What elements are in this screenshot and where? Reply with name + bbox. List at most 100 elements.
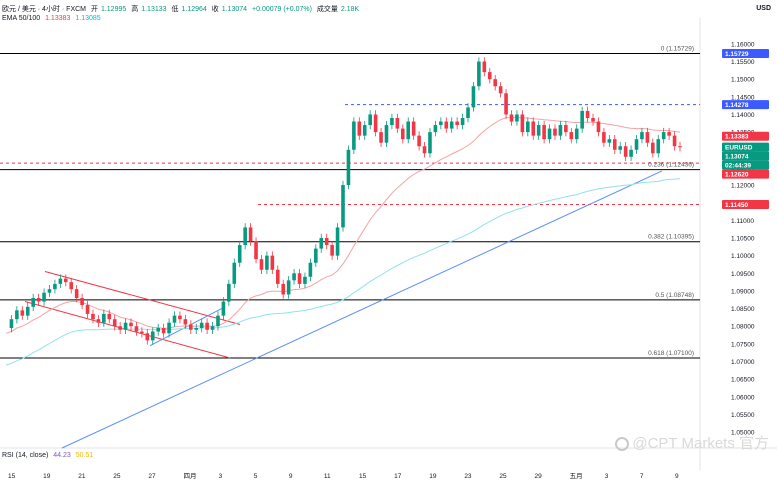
channel-lower-line: [24, 301, 231, 359]
close-label: 收: [211, 6, 219, 13]
candle-body: [25, 306, 30, 316]
close-value: 1.13074: [221, 6, 248, 13]
candle-body: [63, 278, 68, 283]
open-value: 1.12995: [100, 6, 127, 13]
candle-body: [362, 125, 367, 136]
price-tag: [722, 199, 769, 209]
price-tag: [722, 48, 769, 58]
candle-body: [216, 315, 220, 327]
candle-body: [542, 125, 546, 140]
candle-body: [509, 114, 514, 122]
candle-body: [36, 298, 41, 302]
candle-body: [390, 118, 394, 126]
candle-body: [341, 185, 345, 228]
candle-body: [536, 125, 541, 136]
x-tick-label: 25: [499, 473, 507, 480]
price-tag-label: EURUSD: [725, 145, 753, 152]
candle-body: [58, 278, 63, 284]
y-tick-label: 1.09500: [731, 271, 755, 278]
candle-body: [227, 283, 231, 302]
candle-body: [107, 313, 112, 320]
candle-body: [85, 305, 90, 314]
candle-body: [102, 313, 106, 323]
candle-body: [265, 255, 269, 270]
candle-body: [319, 238, 324, 249]
candle-body: [335, 227, 340, 256]
candle-body: [254, 241, 258, 260]
candle-body: [602, 132, 606, 143]
candle-body: [167, 322, 171, 334]
candle-body: [379, 132, 383, 143]
candle-body: [406, 121, 411, 140]
candle-body: [91, 313, 95, 320]
high-label: 高: [131, 6, 139, 13]
y-tick-label: 1.12000: [731, 183, 755, 190]
y-tick-label: 1.07500: [731, 341, 755, 348]
fib-level-label: 0.236 (1.12436): [648, 162, 694, 169]
candle-body: [651, 142, 655, 154]
candle-body: [640, 132, 644, 140]
ema100-line: [5, 178, 681, 366]
ema100-value: 1.13085: [75, 15, 101, 22]
ema-label: EMA 50/100: [2, 15, 41, 22]
x-tick-label: 19: [429, 473, 437, 480]
candle-body: [504, 93, 508, 115]
candle-body: [634, 139, 639, 150]
candle-body: [297, 273, 302, 284]
candle-body: [455, 121, 459, 126]
candle-body: [69, 282, 74, 290]
candle-body: [346, 149, 351, 186]
watermark-text: @CPT Markets 官方: [632, 435, 769, 452]
candle-body: [417, 135, 421, 147]
candle-body: [422, 146, 427, 154]
candle-body: [47, 289, 52, 293]
rsi-legend[interactable]: RSI (14, close) 44.23 50.51: [2, 452, 96, 459]
price-tag: [722, 160, 769, 170]
candle-body: [623, 146, 628, 157]
price-tag-label: 1.13074: [725, 154, 749, 161]
x-tick-label: 19: [43, 473, 51, 480]
symbol-header: 欧元 / 美元 · 4小时 · FXCM 开 1.12995 高 1.13133 低…: [2, 4, 362, 14]
candle-body: [221, 301, 226, 316]
y-tick-label: 1.15000: [731, 77, 755, 84]
candle-body: [129, 322, 133, 327]
fib-level-label: 0.382 (1.10395): [648, 234, 694, 241]
price-tag: [722, 151, 769, 161]
candle-body: [667, 132, 671, 136]
candle-body: [612, 139, 617, 150]
candle-body: [210, 326, 215, 330]
y-tick-label: 1.06000: [731, 394, 755, 401]
channel-upper-line: [44, 271, 241, 325]
candle-body: [661, 132, 666, 140]
y-tick-label: 1.16000: [731, 41, 755, 48]
candle-body: [189, 324, 193, 330]
x-tick-label: 五月: [570, 472, 583, 480]
brand-logo-icon: [615, 437, 630, 452]
candle-body: [439, 121, 443, 126]
candle-body: [629, 149, 633, 157]
y-tick-label: 1.14500: [731, 94, 755, 101]
y-tick-label: 1.05000: [731, 430, 755, 437]
low-label: 低: [171, 6, 179, 13]
candle-body: [172, 315, 177, 323]
open-label: 开: [90, 6, 98, 13]
candle-body: [444, 121, 449, 129]
candle-body: [373, 114, 378, 133]
candle-body: [118, 326, 122, 330]
candle-body: [275, 269, 280, 284]
x-tick-label: 17: [394, 473, 402, 480]
candle-body: [520, 114, 525, 133]
price-tag: [722, 142, 769, 152]
x-tick-label: 21: [78, 473, 86, 480]
y-tick-label: 1.11000: [731, 218, 754, 225]
candle-body: [569, 132, 574, 140]
ema-legend[interactable]: EMA 50/100 1.13383 1.13085: [2, 15, 104, 22]
x-tick-label: 25: [113, 473, 121, 480]
candle-body: [20, 310, 25, 316]
candle-body: [15, 310, 19, 320]
volume-label: 成交量: [316, 6, 338, 13]
candle-body: [493, 79, 497, 87]
candle-body: [411, 121, 416, 136]
candle-body: [384, 125, 389, 143]
